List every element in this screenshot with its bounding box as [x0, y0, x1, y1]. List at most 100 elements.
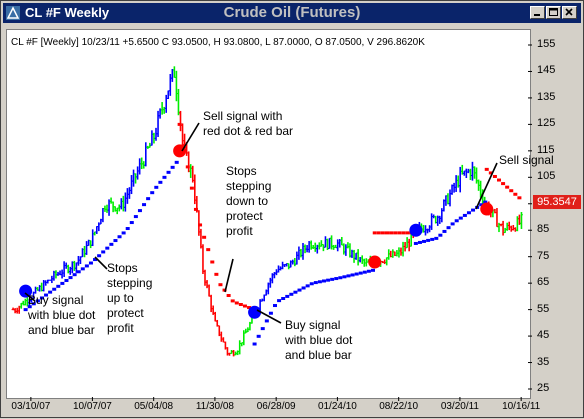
price-bar [83, 245, 87, 258]
close-icon [565, 8, 573, 16]
price-bar [50, 275, 54, 284]
price-bar [62, 261, 66, 277]
price-bar [464, 168, 468, 179]
x-tick-label: 03/20/11 [440, 401, 479, 412]
price-bar [115, 207, 119, 215]
price-bar [105, 204, 109, 213]
price-bar [89, 240, 93, 249]
x-tick-label: 01/24/10 [317, 401, 357, 412]
price-bar [309, 240, 313, 250]
price-bar [201, 244, 205, 274]
annotation-buy-signal-2: Buy signal with blue dot and blue bar [285, 318, 353, 362]
price-bar [287, 263, 291, 270]
price-bar [140, 157, 144, 170]
x-tick-label: 10/16/11 [502, 401, 541, 412]
price-bar [321, 244, 325, 252]
price-bar [172, 66, 176, 78]
price-bar [78, 256, 82, 265]
price-bar [170, 69, 174, 82]
price-bar [385, 257, 389, 266]
price-bar [70, 261, 74, 274]
price-bar [121, 195, 125, 212]
annotation-arrow [256, 309, 282, 324]
price-bar [336, 239, 340, 252]
price-bar [207, 284, 211, 297]
price-bar [438, 215, 442, 224]
price-bar [344, 244, 348, 256]
price-bar [356, 249, 360, 266]
price-bar [346, 242, 350, 249]
price-bar [468, 168, 472, 180]
price-bar [342, 243, 346, 255]
price-bar [134, 173, 138, 184]
price-bar [313, 242, 317, 252]
maximize-button[interactable] [546, 6, 561, 19]
y-tick-label: 115 [537, 143, 555, 156]
price-bar [495, 208, 499, 228]
price-bar [428, 225, 432, 233]
price-bar [244, 328, 248, 334]
price-bar [470, 161, 474, 181]
price-bar [444, 195, 448, 206]
price-bar [519, 212, 523, 229]
price-bar [23, 298, 27, 306]
y-tick-label: 25 [537, 382, 550, 394]
price-bar [340, 236, 344, 246]
price-bar [174, 70, 178, 102]
price-bar [136, 166, 140, 180]
x-tick-label: 08/22/10 [379, 401, 419, 412]
y-tick-label: 155 [537, 38, 556, 50]
price-bar [119, 198, 123, 210]
annotation-buy-signal-1: Buy signal with blue dot and blue bar [28, 293, 96, 337]
price-bar [268, 277, 272, 288]
y-tick-label: 55 [537, 302, 550, 315]
price-bar [164, 94, 168, 113]
price-bar [150, 130, 154, 146]
price-bar [127, 187, 131, 199]
price-bar [154, 127, 158, 141]
buy-signal-dot [409, 223, 423, 237]
price-bar [403, 242, 407, 252]
price-bar [76, 255, 80, 266]
annotation-arrow [224, 258, 234, 293]
price-bar [205, 280, 209, 289]
app-icon [6, 6, 20, 20]
y-tick-label: 135 [537, 90, 556, 103]
price-bar [424, 225, 427, 236]
price-bar [401, 241, 405, 257]
plot-area[interactable] [6, 29, 531, 399]
title-bar[interactable]: CL #F Weekly Crude Oil (Futures) [3, 3, 581, 23]
close-button[interactable] [562, 6, 577, 19]
quote-info-line: CL #F [Weekly] 10/23/11 +5.6500 C 93.050… [11, 37, 425, 48]
price-bar [505, 222, 509, 231]
price-bar [240, 342, 244, 347]
minimize-icon [534, 14, 540, 16]
y-tick-label: 35 [537, 355, 550, 368]
maximize-icon [549, 8, 558, 16]
price-bar [407, 238, 411, 252]
price-bar [125, 188, 129, 204]
minimize-button[interactable] [530, 6, 545, 19]
price-bar [509, 225, 513, 232]
price-bar [295, 251, 299, 265]
price-bar [181, 123, 185, 146]
price-bar [297, 246, 301, 260]
y-tick-label: 105 [537, 170, 556, 183]
x-tick-label: 11/30/08 [195, 401, 234, 412]
price-bar [238, 340, 242, 355]
sell-signal-dot [173, 144, 187, 158]
price-bar [281, 261, 285, 270]
price-bar [348, 243, 352, 258]
price-bar [91, 229, 95, 247]
price-bar [109, 197, 113, 204]
y-tick-label: 125 [537, 117, 556, 130]
price-bar [68, 266, 72, 275]
price-bar [85, 241, 89, 255]
price-bar [503, 227, 507, 234]
price-bar [462, 170, 466, 176]
annotation-sell-signal-1: Sell signal with red dot & red bar [203, 109, 294, 138]
annotation-arrow [94, 256, 108, 270]
sell-signal-dot [480, 202, 494, 216]
